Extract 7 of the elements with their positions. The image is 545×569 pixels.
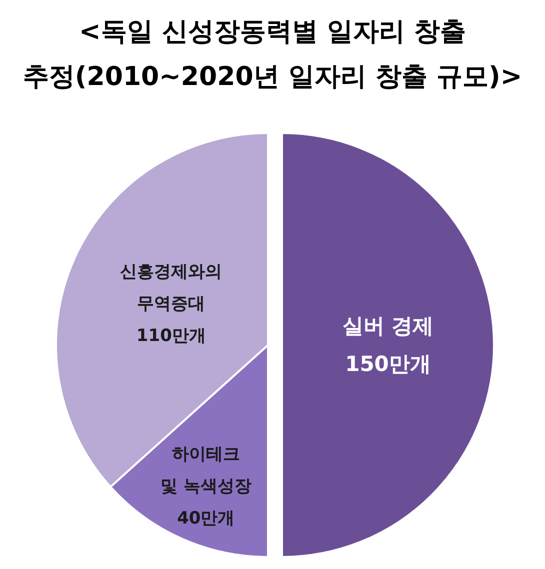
data-label: 150만개 bbox=[345, 352, 431, 376]
slice-label: 실버 경제 bbox=[342, 314, 434, 338]
slice-label: 신흥경제와의 무역증대 bbox=[120, 262, 222, 314]
slice-label: 하이테크 및 녹색성장 bbox=[160, 444, 252, 496]
chart-title: <독일 신성장동력별 일자리 창출 추정(2010~2020년 일자리 창출 규모)> bbox=[22, 17, 522, 92]
data-label: 110만개 bbox=[136, 326, 206, 346]
data-label: 40만개 bbox=[177, 508, 235, 528]
